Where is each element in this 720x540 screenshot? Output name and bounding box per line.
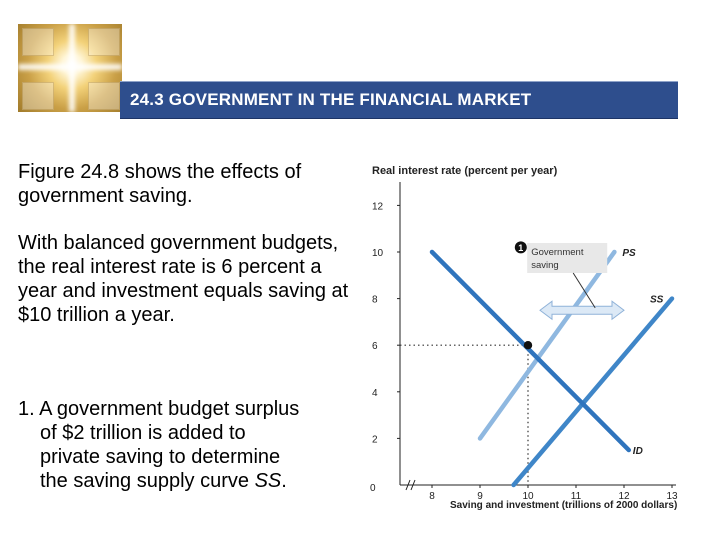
x-tick-label: 11 bbox=[571, 491, 582, 502]
chart: Real interest rate (percent per year) 2 4 6… bbox=[360, 152, 700, 517]
x-tick-label: 0 bbox=[370, 483, 376, 494]
curve-label-ps: PS bbox=[622, 248, 636, 259]
y-tick-label: 6 bbox=[372, 341, 378, 352]
annotation-box bbox=[527, 243, 608, 274]
shift-arrow bbox=[539, 300, 625, 321]
x-tick-label: 10 bbox=[522, 491, 534, 502]
y-axis-label: Real interest rate (percent per year) bbox=[372, 165, 558, 177]
x-tick-label: 13 bbox=[666, 491, 678, 502]
curve-ss bbox=[511, 296, 675, 488]
x-tick-label: 12 bbox=[618, 491, 630, 502]
y-tick-label: 4 bbox=[372, 388, 378, 399]
item-1-line-2: of $2 trillion is added to bbox=[40, 422, 246, 444]
item-1-text-4: the saving supply curve bbox=[40, 470, 255, 492]
annotation-number: 1 bbox=[518, 243, 523, 253]
x-tick-label: 9 bbox=[477, 491, 483, 502]
chart-svg: Real interest rate (percent per year) 2 4 6… bbox=[370, 165, 678, 511]
item-1-number: 1. bbox=[18, 398, 35, 420]
annotation-number-circle bbox=[514, 241, 527, 254]
curve-ps bbox=[477, 249, 617, 441]
item-1-line-4: the saving supply curve SS. bbox=[18, 469, 363, 493]
curve-id bbox=[429, 249, 632, 453]
logo bbox=[18, 24, 122, 112]
y-tick-label: 10 bbox=[372, 248, 384, 259]
annotation-text-line-1: Government bbox=[531, 247, 584, 258]
item-1-text-1: A government budget surplus bbox=[39, 398, 300, 420]
y-tick-label: 12 bbox=[372, 201, 384, 212]
x-tick-label: 8 bbox=[429, 491, 435, 502]
curve-label-id: ID bbox=[633, 446, 643, 457]
paragraph-intro: Figure 24.8 shows the effects of governm… bbox=[18, 161, 302, 207]
item-1-line-3: private saving to determine bbox=[40, 446, 281, 468]
y-tick-label: 8 bbox=[372, 295, 378, 306]
title-bar: 24.3 GOVERNMENT IN THE FINANCIAL MARKET bbox=[120, 81, 678, 119]
y-tick-label: 2 bbox=[372, 434, 378, 445]
item-1-period: . bbox=[281, 470, 287, 492]
axis-break bbox=[405, 479, 416, 491]
item-1-curve-name: SS bbox=[254, 470, 282, 492]
item-1-line-1: 1. A government budget surplus bbox=[18, 397, 363, 421]
slide-title: 24.3 GOVERNMENT IN THE FINANCIAL MARKET bbox=[130, 90, 532, 109]
equilibrium-point bbox=[523, 341, 533, 350]
curve-label-ss: SS bbox=[650, 295, 664, 306]
annotation-text-line-2: saving bbox=[531, 260, 558, 271]
annotation-leader-line bbox=[572, 272, 596, 309]
paragraph-balanced-budget: With balanced government budgets, the re… bbox=[18, 232, 349, 326]
x-axis-label: Saving and investment (trillions of 2000… bbox=[450, 500, 677, 511]
numbered-item-1: 1. A government budget surplus of $2 tri… bbox=[18, 397, 363, 493]
